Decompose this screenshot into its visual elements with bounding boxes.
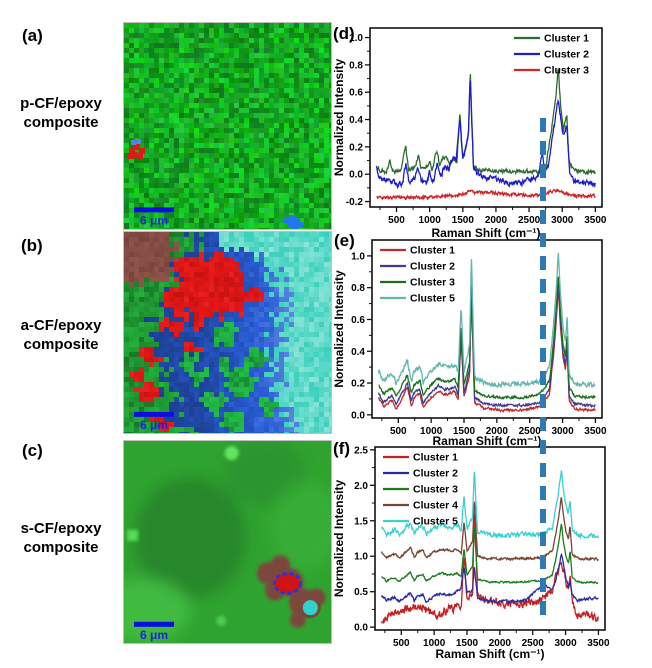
y-tick-label: 1.0 <box>351 251 365 262</box>
raman-cluster-map-a-cf: 6 μm <box>123 231 332 434</box>
x-tick-label: 3000 <box>551 215 574 226</box>
plot-border <box>371 239 603 419</box>
y-axis-title: Normalized Intensity <box>332 479 346 597</box>
legend-label: Cluster 4 <box>413 500 458 512</box>
y-tick-label: -0.2 <box>346 197 364 208</box>
y-tick-label: 0.2 <box>349 142 363 153</box>
spectrum-cluster-3 <box>381 523 599 585</box>
x-axis-title: Raman Shift (cm⁻¹) <box>432 434 541 448</box>
panel-label-f: (f) <box>333 439 350 458</box>
legend-label: Cluster 2 <box>413 468 458 480</box>
raman-spectra-chart-f: 500 1000 1500 2000 2500 3000 3500 0.0 0.5 1.0 1.5 2… <box>332 445 610 661</box>
panel-label-e: (e) <box>334 231 355 250</box>
caption-p-cf: p-CF/epoxy composite <box>20 95 102 131</box>
spectrum-cluster-3 <box>378 276 596 401</box>
y-tick-label: 0.6 <box>351 315 365 326</box>
legend-label: Cluster 5 <box>410 293 455 305</box>
spectrum-cluster-2 <box>380 552 599 605</box>
spectrum-cluster-3 <box>376 188 596 201</box>
x-tick-label: 1500 <box>456 638 479 649</box>
scalebar-label: 6 μm <box>140 213 168 227</box>
legend-label: Cluster 2 <box>544 49 589 61</box>
y-tick-label: 0.4 <box>351 347 365 358</box>
raman-cluster-map-s-cf: 6 μm <box>123 440 332 644</box>
x-axis-title: Raman Shift (cm⁻¹) <box>431 226 540 240</box>
y-tick-label: 0.8 <box>349 60 363 71</box>
x-tick-label: 500 <box>390 426 407 437</box>
x-tick-label: 500 <box>388 215 405 226</box>
x-tick-label: 3000 <box>554 638 577 649</box>
y-axis-title: Normalized Intensity <box>332 270 346 388</box>
plot-border <box>369 27 603 208</box>
x-tick-label: 1000 <box>419 215 442 226</box>
x-tick-label: 1000 <box>420 426 443 437</box>
legend-label: Cluster 3 <box>410 277 455 289</box>
y-tick-label: 0.0 <box>351 410 365 421</box>
x-tick-label: 2500 <box>518 215 541 226</box>
scalebar <box>134 411 174 417</box>
x-tick-label: 2000 <box>489 638 512 649</box>
x-tick-label: 1000 <box>423 638 446 649</box>
y-tick-label: 1.0 <box>349 33 363 44</box>
x-tick-label: 3500 <box>584 215 607 226</box>
spectrum-cluster-5 <box>380 470 599 540</box>
x-tick-label: 2500 <box>519 426 542 437</box>
spectrum-cluster-5 <box>377 252 596 389</box>
spectrum-cluster-1 <box>380 508 599 625</box>
x-tick-label: 2000 <box>485 215 508 226</box>
y-axis-title: Normalized Intensity <box>332 58 346 176</box>
y-tick-label: 0.4 <box>349 115 363 126</box>
x-tick-label: 2500 <box>522 638 545 649</box>
y-tick-label: 0.6 <box>349 88 363 99</box>
raman-spectra-chart-e: 500 1000 1500 2000 2500 3000 3500 0.0 0.2 0.4 0.6 0… <box>332 239 607 448</box>
legend-label: Cluster 1 <box>410 245 455 257</box>
legend: Cluster 1 Cluster 2 Cluster 3 Cluster 5 <box>380 245 455 305</box>
cyan-core <box>299 597 321 619</box>
x-tick-label: 500 <box>393 638 410 649</box>
legend-label: Cluster 2 <box>410 261 455 273</box>
x-tick-label: 3500 <box>584 426 607 437</box>
x-tick-label: 3500 <box>587 638 610 649</box>
y-tick-label: 1.5 <box>354 516 368 527</box>
y-tick-label: 0.8 <box>351 283 365 294</box>
legend-label: Cluster 5 <box>413 516 458 528</box>
y-tick-label: 0.2 <box>351 379 365 390</box>
raman-spectra-chart-d: 500 1000 1500 2000 2500 3000 3500 -0.2 0.0 0.2 0.4… <box>332 27 607 240</box>
y-tick-label: 2.5 <box>354 445 368 456</box>
y-tick-label: 0.0 <box>354 623 368 634</box>
panel-label-a: (a) <box>22 26 43 45</box>
panel-label-d: (d) <box>333 24 355 43</box>
caption-a-cf: a-CF/epoxy composite <box>20 317 102 353</box>
x-tick-label: 3000 <box>551 426 574 437</box>
legend-label: Cluster 3 <box>544 65 589 77</box>
x-tick-label: 1500 <box>452 215 475 226</box>
caption-s-cf: s-CF/epoxy composite <box>20 520 102 556</box>
raman-cluster-map-p-cf: 6 μm <box>123 22 332 230</box>
spectrum-cluster-4 <box>380 497 599 562</box>
spectrum-cluster-1 <box>376 68 596 176</box>
scalebar <box>134 207 174 213</box>
scalebar-label: 6 μm <box>140 418 168 432</box>
legend: Cluster 1 Cluster 2 Cluster 3 <box>514 33 589 77</box>
red-core <box>273 571 303 595</box>
legend-label: Cluster 3 <box>413 484 458 496</box>
y-tick-label: 0.0 <box>349 170 363 181</box>
x-axis-title: Raman Shift (cm⁻¹) <box>435 647 544 661</box>
y-tick-label: 2.0 <box>354 481 368 492</box>
legend-label: Cluster 1 <box>544 33 589 45</box>
panel-label-c: (c) <box>22 441 43 460</box>
spectrum-cluster-2 <box>375 80 596 190</box>
y-tick-label: 1.0 <box>354 552 368 563</box>
scalebar <box>134 621 174 627</box>
y-tick-label: 0.5 <box>354 587 368 598</box>
legend-label: Cluster 1 <box>413 452 458 464</box>
x-tick-label: 1500 <box>453 426 476 437</box>
x-tick-label: 2000 <box>486 426 509 437</box>
scalebar-label: 6 μm <box>140 628 168 642</box>
legend: Cluster 1 Cluster 2 Cluster 3 Cluster 4 Clus… <box>383 452 458 528</box>
panel-label-b: (b) <box>21 236 43 255</box>
